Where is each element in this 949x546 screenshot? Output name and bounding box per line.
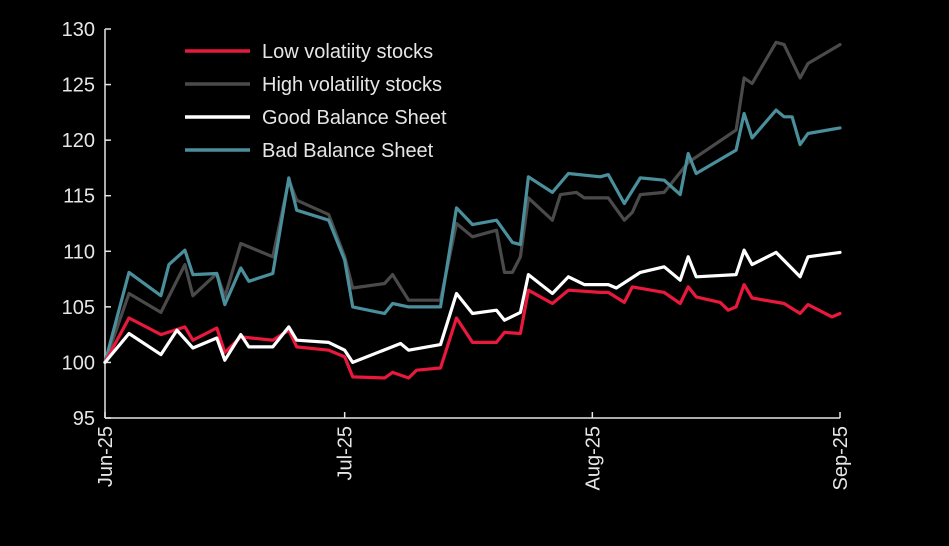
y-tick-label: 130 [62,19,95,41]
series-line-bad-balance-sheet [103,108,842,364]
y-tick-label: 115 [63,186,95,208]
y-tick-label: 95 [73,408,95,430]
legend: Low volatiity stocks High volatility stoc… [185,41,447,162]
x-tick-label: Jun-25 [95,426,117,487]
legend-label: High volatility stocks [262,74,442,96]
y-tick-label: 105 [62,297,95,319]
y-tick-label: 120 [62,130,95,152]
series-line-good-balance-sheet [103,248,842,364]
series-line-high-volatility-stocks [103,40,842,364]
x-tick-label: Jul-25 [335,426,357,480]
y-tick-label: 110 [63,241,95,263]
axes: 95 100 105 110 115 120 125 130 Jun-25 Jul-25 Aug-2… [62,19,852,491]
series-lines [103,40,842,380]
x-tick-label: Sep-25 [830,426,852,491]
x-tick-label: Aug-25 [582,426,604,491]
y-tick-label: 100 [62,352,95,374]
legend-label: Low volatiity stocks [262,41,433,63]
y-tick-label: 125 [62,75,95,97]
legend-label: Good Balance Sheet [262,107,447,129]
series-line-low-volatiity-stocks [103,283,842,380]
legend-label: Bad Balance Sheet [262,140,434,162]
